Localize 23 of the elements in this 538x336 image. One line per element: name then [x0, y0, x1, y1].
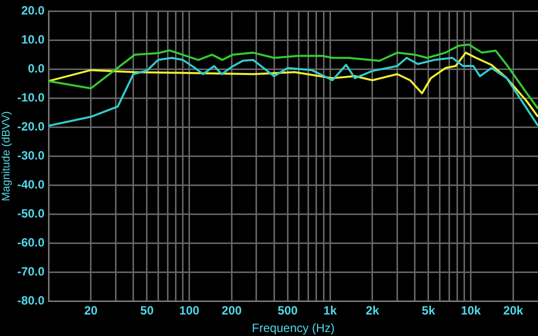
x-tick-label: 2k: [366, 304, 380, 318]
y-tick-label: -60.0: [17, 236, 45, 250]
y-tick-label: -30.0: [17, 148, 45, 163]
x-tick-label: 200: [222, 304, 242, 318]
x-tick-label: 20k: [503, 304, 524, 318]
x-tick-label: 5k: [422, 304, 436, 318]
x-tick-label: 1k: [323, 304, 338, 318]
y-axis-title: Magnitude (dBVV): [0, 111, 13, 202]
y-tick-label: -20.0: [17, 120, 45, 134]
y-tick-label: 0.0: [28, 62, 45, 76]
x-tick-label: 10k: [460, 304, 482, 318]
y-tick-label: -10.0: [17, 90, 45, 105]
y-tick-label: -70.0: [17, 264, 45, 279]
y-tick-label: -40.0: [17, 178, 45, 192]
x-axis-title: Frequency (Hz): [252, 321, 335, 336]
y-tick-label: 20.0: [21, 4, 45, 18]
y-tick-label: 10.0: [21, 32, 45, 47]
x-tick-label: 100: [179, 304, 200, 318]
y-tick-label: -80.0: [17, 294, 45, 308]
y-tick-label: -50.0: [17, 206, 45, 221]
x-tick-label: 500: [278, 304, 298, 318]
x-tick-label: 50: [140, 304, 154, 318]
x-tick-label: 20: [84, 304, 98, 318]
